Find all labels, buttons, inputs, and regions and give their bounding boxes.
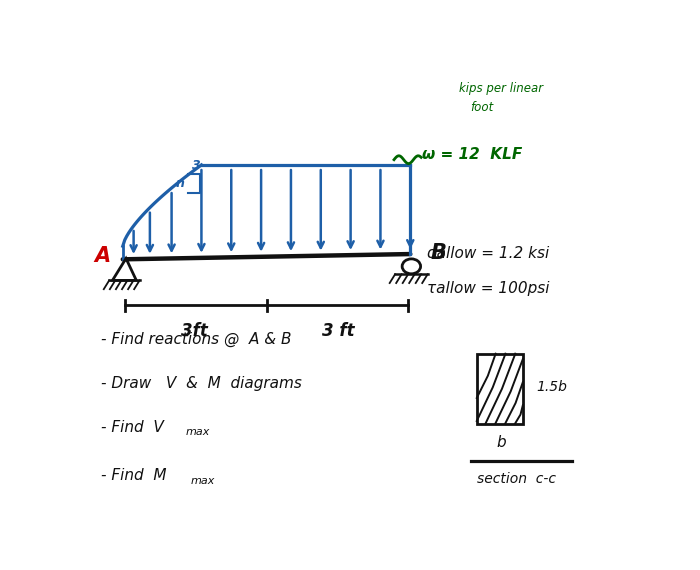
Text: B: B: [430, 243, 447, 263]
Text: - Draw   V  &  M  diagrams: - Draw V & M diagrams: [101, 376, 302, 390]
Text: - Find  V: - Find V: [101, 420, 164, 434]
Text: 3: 3: [193, 158, 201, 172]
Text: - Find  M: - Find M: [101, 468, 167, 483]
Text: kips per linear: kips per linear: [459, 82, 543, 95]
Text: A: A: [94, 246, 110, 266]
Text: section  c-c: section c-c: [477, 472, 556, 486]
Text: n: n: [175, 177, 184, 190]
Bar: [477, 353, 523, 424]
Text: foot: foot: [470, 101, 494, 115]
Text: ω = 12  KLF: ω = 12 KLF: [422, 147, 522, 162]
Text: max: max: [185, 428, 209, 437]
Text: 3ft: 3ft: [181, 322, 208, 340]
Text: τallow = 100psi: τallow = 100psi: [426, 281, 549, 296]
Text: max: max: [190, 476, 215, 486]
Text: 1.5b: 1.5b: [536, 380, 567, 394]
Text: - Find reactions @  A & B: - Find reactions @ A & B: [101, 332, 292, 347]
Text: σallow = 1.2 ksi: σallow = 1.2 ksi: [426, 246, 549, 261]
Text: 3 ft: 3 ft: [322, 322, 355, 340]
Text: b: b: [496, 435, 505, 450]
